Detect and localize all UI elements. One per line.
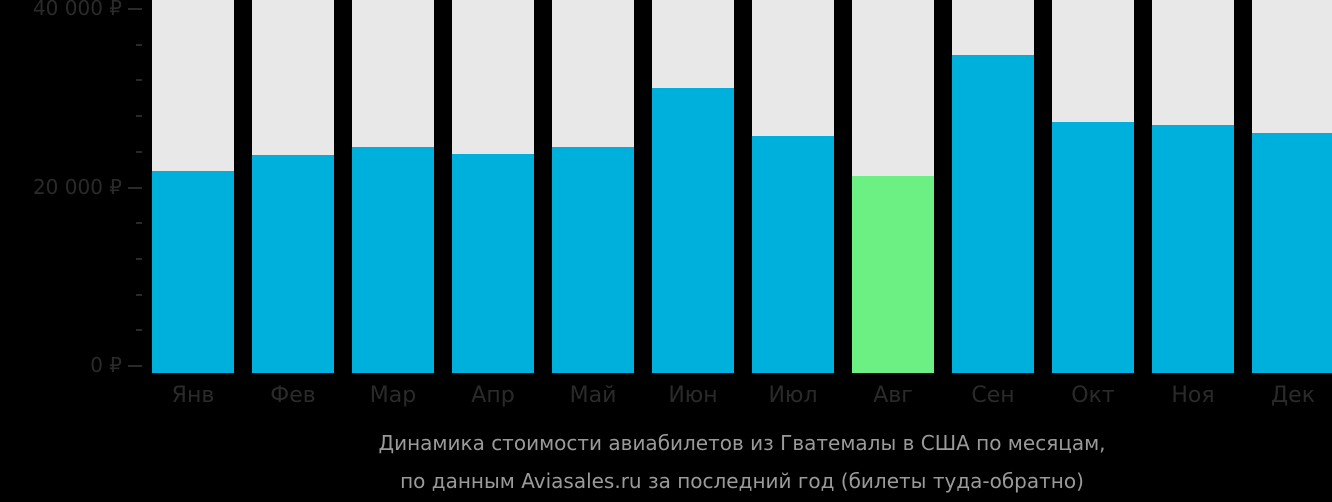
y-major-tick <box>128 187 142 189</box>
y-tick-label: 0 ₽ <box>90 353 122 377</box>
y-minor-tick <box>136 115 142 117</box>
x-tick-label: Мар <box>369 383 417 408</box>
bar-Янв[interactable] <box>152 171 234 373</box>
bar-Авг[interactable] <box>852 176 934 373</box>
bar-Мар[interactable] <box>352 147 434 373</box>
bar-Ноя[interactable] <box>1152 125 1234 373</box>
bar-Окт[interactable] <box>1052 122 1134 373</box>
x-tick-label: Июн <box>668 383 718 408</box>
bar-Фев[interactable] <box>252 155 334 373</box>
y-minor-tick <box>136 258 142 260</box>
x-tick-label: Сен <box>971 383 1015 408</box>
x-tick-label: Июл <box>768 383 818 408</box>
caption-line-1: Динамика стоимости авиабилетов из Гватем… <box>378 431 1106 455</box>
bar-Дек[interactable] <box>1252 133 1332 373</box>
y-tick-label: 20 000 ₽ <box>32 175 122 199</box>
x-tick-label: Май <box>569 383 617 408</box>
x-tick-label: Окт <box>1071 383 1115 408</box>
bar-Май[interactable] <box>552 147 634 373</box>
x-tick-label: Апр <box>471 383 515 408</box>
bar-Сен[interactable] <box>952 55 1034 373</box>
x-tick-label: Дек <box>1270 383 1315 408</box>
x-tick-label: Ноя <box>1171 383 1215 408</box>
bar-Июн[interactable] <box>652 88 734 373</box>
y-minor-tick <box>136 329 142 331</box>
bar-Апр[interactable] <box>452 154 534 373</box>
x-tick-label: Янв <box>171 383 215 408</box>
y-major-tick <box>128 365 142 367</box>
y-minor-tick <box>136 79 142 81</box>
caption-line-2: по данным Aviasales.ru за последний год … <box>400 469 1084 493</box>
y-minor-tick <box>136 222 142 224</box>
y-major-tick <box>128 8 142 10</box>
bar-Июл[interactable] <box>752 136 834 373</box>
y-tick-label: 40 000 ₽ <box>32 0 122 20</box>
y-minor-tick <box>136 151 142 153</box>
y-minor-tick <box>136 294 142 296</box>
x-tick-label: Фев <box>270 383 316 408</box>
x-tick-label: Авг <box>873 383 913 408</box>
y-minor-tick <box>136 44 142 46</box>
